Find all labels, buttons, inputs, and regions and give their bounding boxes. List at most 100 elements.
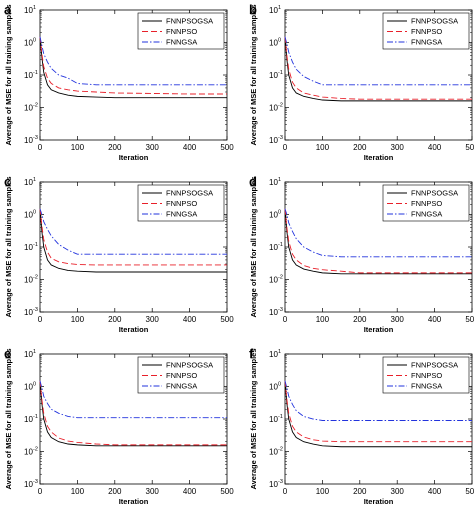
panel-a: a10 -310 -210 -110 010 10 100 200 300 400 500Itera… [4,2,234,162]
x-tick-label: 200 [353,487,367,496]
panel-e: e10 -310 -210 -110 010 10 100 200 300 400 500Itera… [4,346,234,506]
y-tick-label: 10 [24,350,33,359]
x-tick-label: 500 [220,143,234,152]
y-tick-label: 10 [24,104,33,113]
y-tick-exponent: -1 [33,414,38,420]
series-line-fnnpso [284,36,472,100]
x-tick-label: 0 [38,143,43,152]
y-tick-exponent: 0 [33,210,36,216]
series-line-fnnpso [39,36,227,95]
series-line-fnngsa [39,36,227,86]
panel-f: f10-310-210-11001010100200300400500Itera… [249,346,474,506]
x-tick-label: 300 [391,487,405,496]
y-axis-label: Average of MSE for all training samples [4,348,13,489]
legend-label: FNNPSOGSA [166,361,213,370]
y-tick-label: 10 [269,39,278,48]
y-tick-exponent: -1 [278,242,283,248]
y-axis-label: Average of MSE for all training samples [249,4,258,145]
legend-label: FNNPSOGSA [411,189,458,198]
series-line-fnnpsogsa [284,380,472,448]
legend-label: FNNPSO [411,27,442,36]
y-tick-exponent: -3 [33,307,38,313]
x-axis-label: Iteration [119,153,149,162]
y-tick-label: 10 [269,178,278,187]
x-tick-label: 400 [428,315,442,324]
y-tick-exponent: -3 [33,135,38,141]
y-tick-exponent: 1 [33,5,36,11]
x-tick-label: 200 [108,315,122,324]
y-tick-exponent: 1 [33,177,36,183]
y-tick-label: 10 [269,211,278,220]
y-tick-label: 10 [269,243,278,252]
y-tick-exponent: 1 [278,5,281,11]
y-tick-exponent: -2 [33,103,38,109]
x-tick-label: 300 [146,315,160,324]
y-tick-label: 10 [24,480,33,489]
x-tick-label: 400 [183,487,197,496]
y-tick-label: 10 [24,243,33,252]
y-tick-exponent: 1 [33,349,36,355]
y-tick-label: 10 [269,415,278,424]
y-axis-label: Average of MSE for all training samples [249,348,258,489]
x-tick-label: 100 [316,143,330,152]
x-tick-label: 200 [108,487,122,496]
x-tick-label: 300 [391,315,405,324]
legend-label: FNNPSO [166,27,197,36]
series-line-fnngsa [284,380,472,421]
x-axis-label: Iteration [364,153,394,162]
legend-label: FNNGSA [411,382,442,391]
y-tick-label: 10 [24,415,33,424]
x-tick-label: 100 [316,487,330,496]
panel-letter: f [249,346,254,361]
series-line-fnnpso [284,380,472,443]
legend-label: FNNPSOGSA [166,17,213,26]
y-tick-label: 10 [24,276,33,285]
panel-c: c10 -310 -210 -110 010 10 100 200 300 400 500Itera… [4,174,234,334]
series-line-fnnpso [39,380,227,446]
panel-letter: d [249,174,257,189]
y-tick-exponent: 1 [278,349,281,355]
panel-b: b10-310-210-11001010100200300400500Itera… [249,2,474,162]
x-tick-label: 300 [391,143,405,152]
x-tick-label: 400 [428,487,442,496]
legend-label: FNNPSO [411,199,442,208]
y-tick-label: 10 [269,308,278,317]
y-tick-label: 10 [24,178,33,187]
x-tick-label: 400 [183,143,197,152]
y-axis-label: Average of MSE for all training samples [4,4,13,145]
legend-label: FNNGSA [166,382,197,391]
y-tick-exponent: 0 [278,38,281,44]
y-tick-exponent: -2 [278,275,283,281]
y-tick-label: 10 [24,39,33,48]
legend-box [382,356,470,394]
x-tick-label: 0 [38,487,43,496]
y-tick-label: 10 [24,211,33,220]
y-tick-exponent: 1 [278,177,281,183]
x-tick-label: 300 [146,143,160,152]
legend-label: FNNPSOGSA [166,189,213,198]
y-axis-label: Average of MSE for all training samples [249,176,258,317]
y-tick-label: 10 [269,350,278,359]
y-tick-label: 10 [269,480,278,489]
y-tick-exponent: 0 [278,382,281,388]
panel-d: d10-310-210-11001010100200300400500Itera… [249,174,474,334]
y-tick-exponent: -1 [33,242,38,248]
y-tick-label: 10 [24,136,33,145]
panel-letter: a [4,2,12,17]
legend-label: FNNGSA [166,38,197,47]
y-tick-label: 10 [24,6,33,15]
legend-label: FNNPSO [166,199,197,208]
x-axis-label: Iteration [364,497,394,506]
y-tick-exponent: 0 [33,38,36,44]
x-tick-label: 400 [428,143,442,152]
x-tick-label: 0 [38,315,43,324]
y-tick-label: 10 [269,136,278,145]
y-tick-exponent: -3 [278,135,283,141]
y-tick-label: 10 [24,308,33,317]
series-line-fnnpso [284,208,472,274]
y-tick-label: 10 [24,383,33,392]
y-tick-exponent: -1 [278,70,283,76]
